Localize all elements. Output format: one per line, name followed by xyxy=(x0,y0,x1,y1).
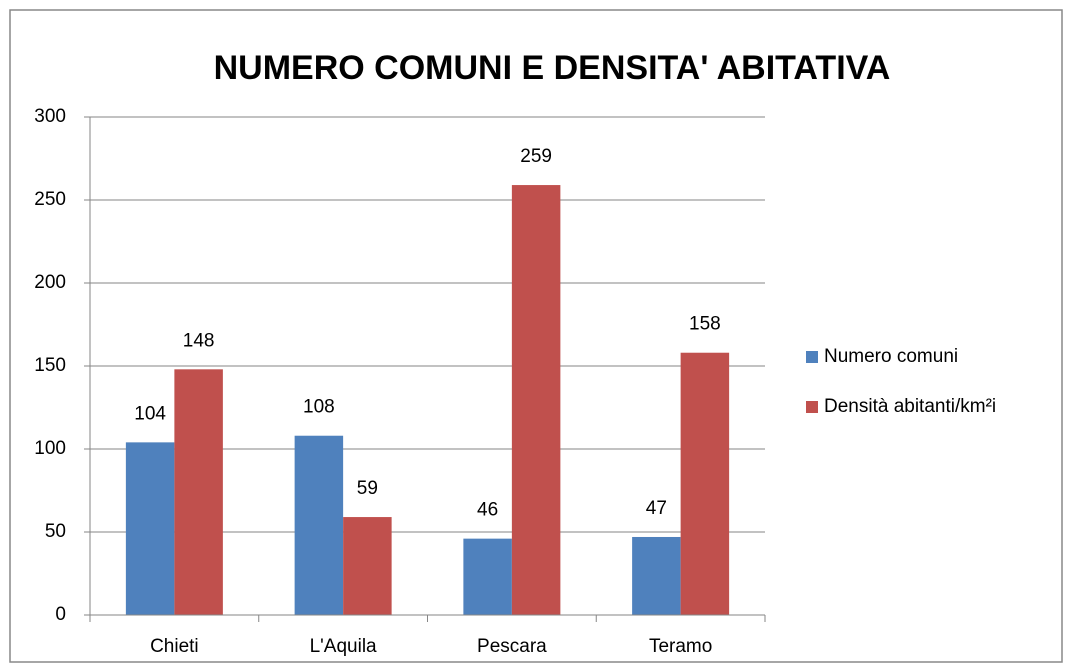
y-tick-label: 300 xyxy=(34,106,66,127)
y-tick-label: 0 xyxy=(55,604,66,625)
y-tick-label: 250 xyxy=(34,189,66,210)
bar xyxy=(632,536,681,615)
legend-label: Numero comuni xyxy=(824,346,958,367)
legend-swatch xyxy=(806,401,818,413)
bar xyxy=(174,369,223,615)
bar xyxy=(463,538,512,615)
data-label: 59 xyxy=(357,478,378,499)
bar xyxy=(294,435,344,615)
bar xyxy=(125,442,175,615)
data-label: 148 xyxy=(183,330,215,351)
data-label: 46 xyxy=(477,500,498,521)
data-label: 104 xyxy=(134,403,166,424)
data-label: 47 xyxy=(646,498,667,519)
x-tick-label: L'Aquila xyxy=(310,636,377,657)
x-tick-label: Teramo xyxy=(649,636,712,657)
data-label: 259 xyxy=(520,146,552,167)
y-tick-label: 50 xyxy=(45,521,66,542)
bar xyxy=(343,517,392,615)
x-tick-label: Chieti xyxy=(150,636,199,657)
x-tick-label: Pescara xyxy=(477,636,547,657)
y-tick-label: 100 xyxy=(34,438,66,459)
legend-swatch xyxy=(806,351,818,363)
y-tick-label: 150 xyxy=(34,355,66,376)
y-tick-label: 200 xyxy=(34,272,66,293)
data-label: 108 xyxy=(303,397,335,418)
data-label: 158 xyxy=(689,314,721,335)
legend-label: Densità abitanti/km²i xyxy=(824,396,996,417)
chart-title: NUMERO COMUNI E DENSITA' ABITATIVA xyxy=(214,49,891,87)
bar xyxy=(680,352,730,615)
bar xyxy=(511,185,561,615)
